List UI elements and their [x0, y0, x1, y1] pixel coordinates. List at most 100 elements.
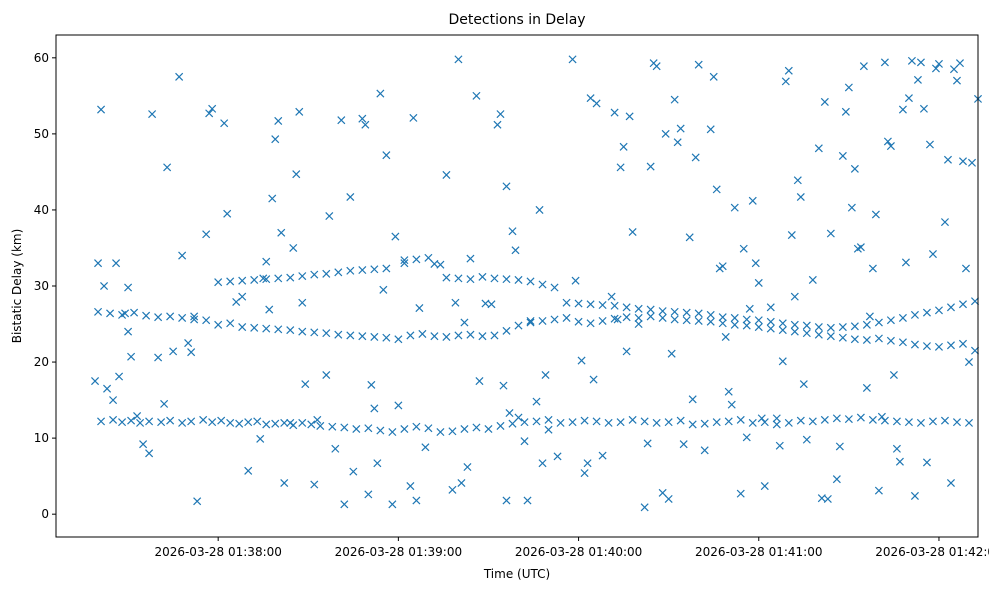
data-point	[271, 135, 280, 144]
data-point	[508, 419, 517, 428]
data-point	[748, 418, 757, 427]
data-point	[277, 228, 286, 237]
data-point	[898, 313, 907, 322]
data-point	[907, 56, 916, 65]
x-tick-label: 2026-03-28 01:38:00	[154, 545, 281, 559]
data-point	[106, 309, 115, 318]
data-point	[748, 196, 757, 205]
data-point	[646, 305, 655, 314]
data-point	[814, 330, 823, 339]
data-point	[790, 292, 799, 301]
data-point	[442, 332, 451, 341]
data-point	[739, 244, 748, 253]
data-point	[682, 316, 691, 325]
data-point	[910, 340, 919, 349]
data-point	[454, 274, 463, 283]
data-point	[598, 300, 607, 310]
data-point	[142, 311, 151, 320]
data-point	[388, 428, 397, 437]
data-point	[691, 153, 700, 162]
data-point	[970, 297, 980, 306]
data-point	[958, 157, 968, 166]
data-point	[832, 414, 841, 423]
data-point	[394, 401, 403, 410]
data-point	[421, 443, 430, 452]
data-point	[862, 383, 871, 392]
data-point	[808, 275, 817, 284]
data-point	[562, 298, 571, 307]
data-point	[877, 412, 886, 421]
data-point	[628, 415, 637, 424]
data-point	[163, 163, 172, 172]
data-point	[676, 416, 685, 425]
data-point	[139, 440, 148, 449]
data-point	[244, 466, 253, 475]
data-point	[604, 418, 613, 427]
x-axis-ticks: 2026-03-28 01:38:00 2026-03-28 01:39:00 20…	[154, 537, 989, 559]
data-point	[862, 335, 871, 345]
data-point	[952, 76, 962, 85]
data-point	[712, 185, 721, 194]
data-point	[919, 104, 928, 113]
data-point	[118, 418, 127, 427]
data-point	[178, 418, 187, 427]
data-point	[490, 331, 499, 340]
data-point	[322, 370, 331, 380]
data-point	[685, 233, 694, 242]
data-point	[667, 349, 676, 358]
data-point	[280, 478, 289, 488]
data-point	[214, 320, 223, 329]
data-point	[550, 283, 559, 292]
data-point	[727, 400, 736, 409]
x-tick-label: 2026-03-28 01:40:00	[515, 545, 642, 559]
data-point	[799, 380, 808, 389]
data-point	[220, 119, 229, 128]
data-point	[814, 144, 823, 153]
data-point	[511, 246, 520, 255]
data-point	[745, 304, 754, 313]
data-point	[709, 72, 718, 81]
data-point	[673, 138, 682, 147]
data-point	[466, 275, 475, 284]
x-tick-label: 2026-03-28 01:41:00	[695, 545, 822, 559]
data-point	[784, 418, 793, 427]
data-point	[148, 110, 157, 119]
data-point	[493, 120, 502, 129]
data-point	[679, 440, 688, 449]
data-point	[490, 274, 499, 283]
data-point	[337, 116, 346, 125]
data-point	[940, 416, 949, 425]
data-point	[538, 280, 547, 289]
data-point	[880, 58, 889, 67]
data-point	[154, 353, 163, 362]
data-point	[202, 316, 211, 325]
data-point	[757, 414, 766, 423]
data-point	[325, 211, 334, 221]
data-point	[886, 142, 895, 151]
data-point	[262, 324, 271, 333]
data-point	[478, 332, 487, 341]
data-point	[190, 315, 199, 324]
data-point	[94, 307, 103, 316]
data-point	[250, 275, 259, 284]
data-point	[949, 65, 958, 74]
data-point	[787, 231, 796, 240]
data-point	[178, 251, 187, 260]
data-point	[892, 444, 901, 453]
data-point	[742, 433, 751, 442]
data-point	[670, 315, 679, 324]
data-point	[952, 418, 962, 427]
data-point	[607, 292, 616, 301]
data-point	[796, 192, 805, 202]
data-point	[103, 384, 112, 393]
data-point	[934, 59, 943, 68]
data-point	[502, 275, 511, 284]
data-point	[802, 321, 811, 330]
data-point	[349, 467, 358, 476]
data-point	[742, 315, 751, 324]
data-point	[841, 107, 850, 116]
data-point	[250, 323, 259, 332]
data-point	[127, 352, 136, 361]
data-point	[700, 419, 709, 428]
data-point	[400, 256, 409, 265]
